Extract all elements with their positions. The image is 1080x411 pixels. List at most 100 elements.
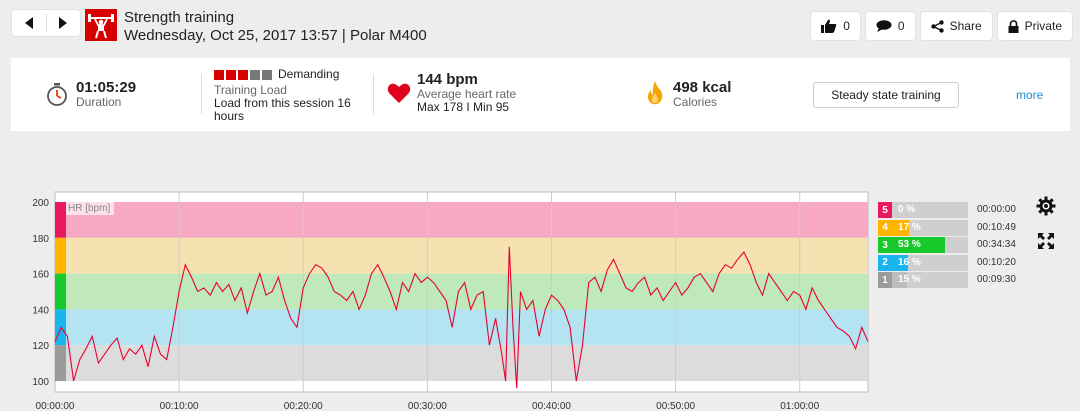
zone-percent: 53 %	[898, 239, 921, 250]
header-bar: Strength training Wednesday, Oct 25, 201…	[0, 0, 1080, 50]
y-tick-label: 200	[32, 198, 49, 209]
strength-training-icon	[85, 9, 117, 41]
zone-strip-5	[55, 202, 66, 238]
more-link[interactable]: more	[1016, 88, 1044, 102]
session-date-device: Wednesday, Oct 25, 2017 13:57 | Polar M4…	[124, 27, 427, 44]
training-load-block: Demanding Training Load Load from this s…	[214, 68, 364, 141]
previous-button[interactable]	[12, 10, 46, 36]
flame-icon	[648, 81, 663, 105]
hr-line	[54, 246, 869, 389]
heart-icon	[387, 83, 411, 103]
x-tick-label: 00:30:00	[408, 401, 447, 411]
y-tick-label: 160	[32, 270, 49, 281]
share-button[interactable]: Share	[920, 12, 992, 40]
privacy-label: Private	[1024, 19, 1062, 33]
zone-number: 2	[878, 254, 892, 271]
next-button[interactable]	[47, 10, 81, 36]
stopwatch-icon	[47, 83, 67, 106]
action-buttons: 0 0 Share Private	[811, 12, 1072, 40]
like-button[interactable]: 0	[811, 12, 860, 40]
lock-icon	[1008, 19, 1019, 33]
divider	[201, 74, 202, 114]
zone-row-4: 4 17 % 00:10:49	[878, 219, 1028, 236]
privacy-button[interactable]: Private	[997, 12, 1072, 40]
page-title: Strength training	[124, 9, 235, 26]
zone-percent: 0 %	[898, 204, 916, 215]
training-load-bar	[262, 69, 272, 80]
share-label: Share	[949, 19, 982, 33]
duration-label: Duration	[76, 95, 122, 109]
nav-buttons	[12, 10, 80, 36]
zone-time: 00:09:30	[977, 274, 1016, 285]
series-label: HR [bpm]	[68, 203, 110, 214]
duration-value: 01:05:29	[76, 79, 137, 96]
zone-time: 00:10:20	[977, 256, 1016, 268]
x-tick-label: 01:00:00	[780, 401, 819, 411]
series-label-bg	[66, 201, 114, 215]
share-icon	[930, 19, 944, 33]
zone-band-5	[66, 202, 868, 238]
nav-divider	[45, 14, 47, 32]
avg-hr-label: Average heart rate	[417, 87, 517, 101]
zone-row-5: 5 0 % 00:00:00	[878, 201, 1028, 218]
zone-number: 1	[878, 272, 892, 288]
zone-bar-bg: 1 15 %	[878, 272, 968, 288]
heart-rate-chart-svg: 00:00:00 00:10:00 00:20:00 00:30:00 00:40:00…	[32, 191, 869, 411]
zone-band-2	[66, 309, 868, 346]
divider	[373, 74, 374, 114]
like-count: 0	[843, 19, 850, 33]
zone-row-1: 1 15 % 00:09:30	[878, 271, 1028, 288]
zone-band-4	[66, 237, 868, 274]
training-load-level: Demanding	[278, 67, 340, 81]
gear-icon	[1036, 196, 1056, 216]
y-tick-label: 120	[32, 341, 49, 352]
zone-strip-4	[55, 237, 66, 274]
hr-max-min: Max 178 I Min 95	[417, 100, 510, 114]
zone-strip-3	[55, 273, 66, 310]
triangle-right-icon	[59, 17, 68, 29]
zone-bar-bg: 3 53 %	[878, 237, 968, 253]
y-tick-label: 100	[32, 377, 49, 388]
training-load-level-row: Demanding	[214, 68, 364, 81]
triangle-left-icon	[24, 17, 33, 29]
thumbs-up-icon	[821, 19, 837, 33]
x-tick-label: 00:50:00	[656, 401, 695, 411]
x-tick-label: 00:10:00	[160, 401, 199, 411]
fullscreen-button[interactable]	[1034, 229, 1058, 253]
training-load-bar	[226, 69, 236, 80]
zone-bar-bg: 4 17 %	[878, 219, 968, 236]
training-load-bar	[214, 69, 224, 80]
zone-number: 5	[878, 202, 892, 218]
zone-strip-1	[55, 345, 66, 382]
training-load-desc: Load from this session 16 hours	[214, 96, 351, 123]
zone-percent: 16 %	[898, 256, 921, 268]
comment-count: 0	[897, 19, 905, 33]
comment-button[interactable]: 0	[865, 12, 915, 40]
zone-time: 00:00:00	[977, 204, 1016, 215]
y-tick-label: 180	[32, 234, 49, 245]
x-tick-label: 00:00:00	[36, 401, 75, 411]
title-block: Strength training Wednesday, Oct 25, 201…	[124, 9, 427, 45]
training-load-bars	[214, 69, 272, 80]
heart-rate-chart: 00:00:00 00:10:00 00:20:00 00:30:00 00:40:00…	[0, 185, 875, 411]
chart-settings-button[interactable]	[1034, 194, 1058, 218]
zone-strip-2	[55, 309, 66, 346]
zone-bar-bg: 5 0 %	[878, 202, 968, 218]
calories-value: 498 kcal	[673, 79, 732, 96]
zone-time: 00:34:34	[977, 239, 1016, 250]
zone-percent: 15 %	[898, 274, 921, 285]
calories-label: Calories	[673, 95, 718, 109]
zone-row-2: 2 16 % 00:10:20	[878, 254, 1028, 271]
zone-number: 3	[878, 237, 892, 253]
zone-band-1	[66, 345, 868, 382]
training-load-bar	[238, 69, 248, 80]
training-load-bar	[250, 69, 260, 80]
zone-row-3: 3 53 % 00:34:34	[878, 236, 1028, 253]
zone-number: 4	[878, 219, 892, 236]
session-summary-panel: 01:05:29 Duration Demanding Training Loa…	[11, 58, 1070, 131]
heart-rate-zones-list: 5 0 % 00:00:00 4 17 % 00:10:49 3 53 % 00:34:34 2 1…	[878, 201, 1028, 289]
zone-time: 00:10:49	[977, 221, 1016, 233]
training-benefit-button[interactable]: Steady state training	[813, 82, 959, 108]
x-tick-label: 00:20:00	[284, 401, 323, 411]
comment-icon	[876, 20, 892, 32]
